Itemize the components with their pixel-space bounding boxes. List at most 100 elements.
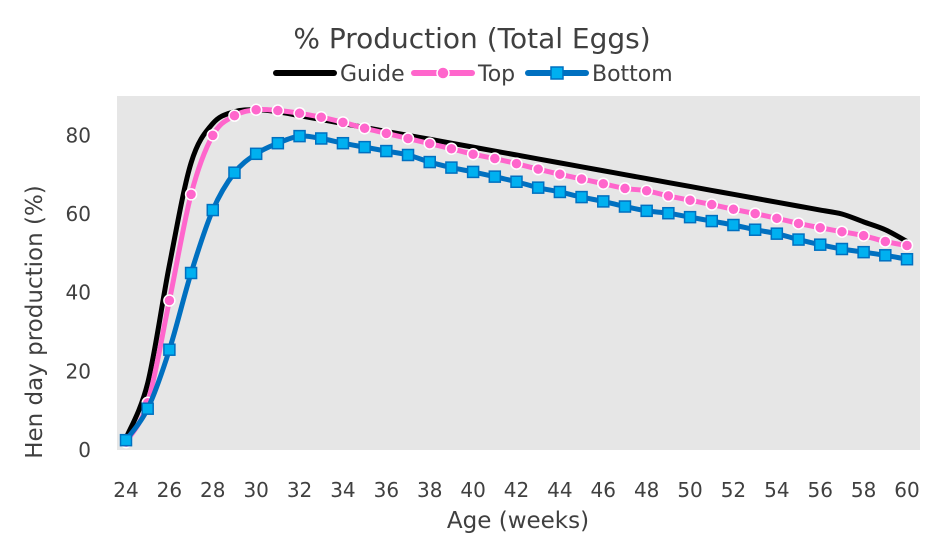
data-point-top	[510, 157, 523, 170]
series-bottom	[119, 129, 914, 447]
data-point-bottom	[466, 165, 480, 179]
data-point-bottom	[553, 185, 567, 199]
x-tick-label: 28	[200, 478, 225, 502]
y-tick-label: 0	[78, 438, 91, 462]
data-point-bottom	[336, 136, 350, 150]
data-point-bottom	[683, 210, 697, 224]
data-point-bottom	[315, 132, 328, 145]
data-point-top	[597, 177, 610, 190]
data-point-top	[466, 147, 480, 161]
data-point-top	[857, 229, 870, 242]
data-point-top	[705, 198, 718, 211]
legend-label-top: Top	[477, 62, 515, 87]
x-tick-label: 42	[504, 478, 529, 502]
data-point-bottom	[249, 147, 263, 161]
y-tick-label: 20	[66, 359, 91, 383]
data-point-bottom	[358, 140, 371, 154]
data-point-top	[315, 110, 328, 124]
data-point-bottom	[727, 218, 740, 232]
data-point-top	[228, 109, 241, 122]
x-tick-label: 46	[591, 478, 616, 502]
y-tick-label: 60	[66, 202, 91, 226]
x-tick-label: 34	[330, 478, 355, 502]
x-tick-label: 44	[547, 478, 572, 502]
series-layer	[119, 103, 914, 449]
x-tick-label: 56	[807, 478, 832, 502]
data-point-bottom	[792, 233, 805, 246]
data-point-bottom	[141, 402, 154, 415]
data-point-top	[640, 184, 653, 198]
data-point-bottom	[879, 249, 892, 262]
data-point-bottom	[857, 245, 870, 259]
legend-label-guide: Guide	[340, 62, 405, 87]
x-tick-label: 54	[764, 478, 789, 502]
data-point-bottom	[835, 242, 849, 256]
data-point-top	[249, 103, 263, 117]
series-top	[119, 103, 914, 449]
x-tick-label: 32	[287, 478, 312, 502]
data-point-bottom	[401, 148, 415, 162]
data-point-top	[553, 168, 567, 181]
y-axis-ticks: 0 20 40 60 80	[66, 123, 91, 462]
x-tick-label: 52	[721, 478, 746, 502]
x-tick-label: 30	[243, 478, 268, 502]
data-point-top	[401, 132, 415, 145]
data-point-bottom	[705, 214, 718, 228]
data-point-top	[662, 189, 675, 203]
data-point-bottom	[206, 203, 220, 217]
data-point-top	[488, 152, 502, 165]
x-tick-label: 38	[417, 478, 442, 502]
data-point-bottom	[510, 175, 523, 188]
chart-title: % Production (Total Eggs)	[293, 22, 650, 55]
data-point-top	[835, 225, 849, 238]
data-point-top	[445, 142, 458, 155]
data-point-bottom	[423, 155, 436, 169]
data-point-top	[683, 193, 697, 207]
data-point-bottom	[445, 161, 458, 174]
data-point-bottom	[228, 166, 241, 179]
data-point-bottom	[597, 195, 610, 208]
data-point-bottom	[119, 433, 133, 447]
data-point-top	[336, 116, 350, 129]
data-point-bottom	[640, 204, 653, 218]
data-point-top	[900, 239, 914, 252]
data-point-bottom	[900, 252, 914, 266]
data-point-top	[358, 122, 371, 135]
x-tick-label: 48	[634, 478, 659, 502]
data-point-top	[293, 107, 306, 120]
x-tick-label: 36	[374, 478, 399, 502]
data-point-bottom	[380, 144, 393, 158]
legend-item-bottom: Bottom	[525, 62, 673, 87]
data-point-top	[380, 127, 393, 140]
data-point-top	[792, 217, 805, 230]
data-point-top	[813, 221, 827, 235]
data-point-bottom	[271, 136, 285, 150]
x-tick-label: 50	[677, 478, 702, 502]
data-point-top	[879, 235, 892, 248]
data-point-bottom	[575, 190, 588, 204]
plot-area	[117, 96, 920, 450]
data-point-bottom	[770, 227, 784, 240]
data-point-bottom	[531, 181, 545, 194]
y-axis-label: Hen day production (%)	[22, 185, 48, 459]
data-point-bottom	[184, 266, 198, 280]
x-tick-label: 24	[113, 478, 138, 502]
data-point-top	[575, 172, 588, 186]
data-point-bottom	[618, 200, 632, 213]
x-axis-ticks: 24 26 28 30 32 34 36 38 40 42 44 46 48 50 52 54 56 58 60	[113, 478, 919, 502]
data-point-bottom	[488, 170, 502, 183]
data-point-bottom	[662, 206, 675, 220]
data-point-top	[206, 129, 220, 142]
x-tick-label: 40	[460, 478, 485, 502]
y-tick-label: 80	[66, 123, 91, 147]
data-point-top	[727, 203, 740, 216]
data-point-top	[531, 162, 545, 176]
x-tick-label: 60	[894, 478, 919, 502]
legend-label-bottom: Bottom	[592, 62, 673, 87]
data-point-top	[423, 137, 436, 150]
legend-item-guide: Guide	[273, 62, 405, 87]
data-point-top	[770, 212, 784, 225]
legend-item-top: Top	[411, 62, 515, 87]
x-tick-label: 26	[157, 478, 182, 502]
